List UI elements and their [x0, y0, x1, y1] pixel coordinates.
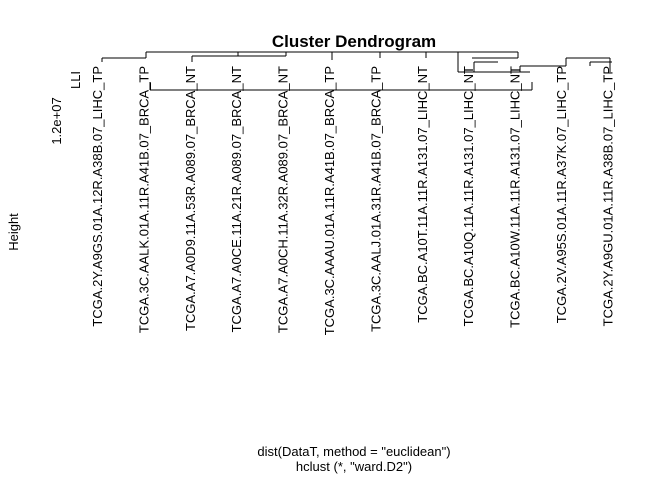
- leaf-label: TCGA.2Y.A9GU.01A.11R.A38B.07_LIHC_TP: [600, 66, 615, 326]
- leaf-label: TCGA.BC.A10W.11A.11R.A131.07_LIHC_NT: [508, 66, 523, 328]
- y-tick-label: 1.2e+07: [49, 97, 64, 144]
- dendrogram-branches: [101, 51, 612, 91]
- leaf-label: TCGA.2V.A95S.01A.11R.A37K.07_LIHC_TP: [554, 66, 569, 323]
- y-axis-mark: LLI: [68, 71, 83, 89]
- leaf-label: TCGA.BC.A10T.11A.11R.A131.07_LIHC_NT: [415, 66, 430, 323]
- leaf-label: TCGA.3C.AAAU.01A.11R.A41B.07_BRCA_TP: [322, 66, 337, 335]
- leaf-label: TCGA.A7.A0D9.11A.53R.A089.07_BRCA_NT: [183, 66, 198, 331]
- x-axis-label: dist(DataT, method = "euclidean"): [257, 444, 450, 459]
- x-axis-subtitle: hclust (*, "ward.D2"): [296, 459, 412, 474]
- chart-title: Cluster Dendrogram: [272, 32, 436, 51]
- leaf-label: TCGA.BC.A10Q.11A.11R.A131.07_LIHC_NT: [461, 66, 476, 326]
- leaf-labels: TCGA.2Y.A9GS.01A.12R.A38B.07_LIHC_TP TCGA…: [90, 66, 615, 335]
- y-axis-label: Height: [6, 213, 21, 251]
- leaf-label: TCGA.A7.A0CH.11A.32R.A089.07_BRCA_NT: [276, 66, 291, 333]
- leaf-label: TCGA.2Y.A9GS.01A.12R.A38B.07_LIHC_TP: [90, 66, 105, 327]
- leaf-label: TCGA.3C.AALK.01A.11R.A41B.07_BRCA_TP: [136, 66, 151, 333]
- leaf-label: TCGA.3C.AALJ.01A.31R.A41B.07_BRCA_TP: [368, 66, 383, 332]
- leaf-label: TCGA.A7.A0CE.11A.21R.A089.07_BRCA_NT: [229, 66, 244, 332]
